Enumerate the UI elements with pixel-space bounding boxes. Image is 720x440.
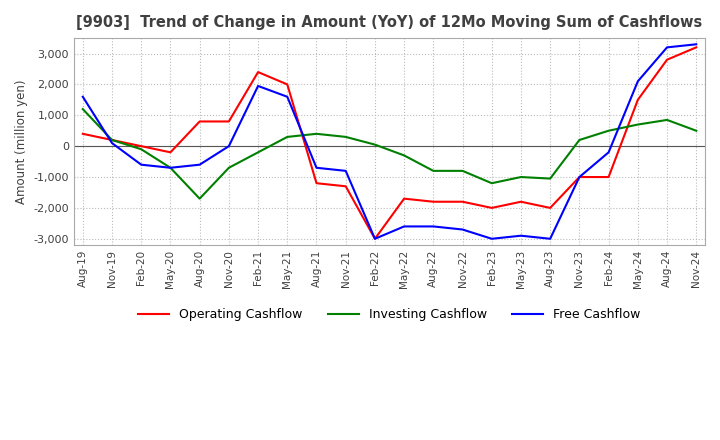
- Operating Cashflow: [137, 143, 145, 149]
- Operating Cashflow: [604, 174, 613, 180]
- Investing Cashflow: [517, 174, 526, 180]
- Investing Cashflow: [575, 137, 584, 143]
- Investing Cashflow: [253, 150, 262, 155]
- Operating Cashflow: [341, 183, 350, 189]
- Investing Cashflow: [78, 106, 87, 112]
- Free Cashflow: [487, 236, 496, 242]
- Investing Cashflow: [371, 142, 379, 147]
- Investing Cashflow: [400, 153, 408, 158]
- Free Cashflow: [108, 140, 117, 146]
- Operating Cashflow: [312, 180, 321, 186]
- Operating Cashflow: [634, 97, 642, 103]
- Line: Operating Cashflow: Operating Cashflow: [83, 48, 696, 239]
- Operating Cashflow: [429, 199, 438, 204]
- Operating Cashflow: [487, 205, 496, 211]
- Free Cashflow: [517, 233, 526, 238]
- Operating Cashflow: [692, 45, 701, 50]
- Investing Cashflow: [225, 165, 233, 170]
- Operating Cashflow: [371, 236, 379, 242]
- Operating Cashflow: [575, 174, 584, 180]
- Line: Investing Cashflow: Investing Cashflow: [83, 109, 696, 198]
- Investing Cashflow: [108, 137, 117, 143]
- Operating Cashflow: [517, 199, 526, 204]
- Free Cashflow: [575, 174, 584, 180]
- Investing Cashflow: [195, 196, 204, 201]
- Investing Cashflow: [137, 147, 145, 152]
- Free Cashflow: [429, 224, 438, 229]
- Operating Cashflow: [195, 119, 204, 124]
- Operating Cashflow: [400, 196, 408, 201]
- Title: [9903]  Trend of Change in Amount (YoY) of 12Mo Moving Sum of Cashflows: [9903] Trend of Change in Amount (YoY) o…: [76, 15, 703, 30]
- Investing Cashflow: [429, 168, 438, 173]
- Operating Cashflow: [225, 119, 233, 124]
- Investing Cashflow: [166, 165, 175, 170]
- Free Cashflow: [604, 150, 613, 155]
- Operating Cashflow: [108, 137, 117, 143]
- Operating Cashflow: [166, 150, 175, 155]
- Free Cashflow: [166, 165, 175, 170]
- Operating Cashflow: [283, 82, 292, 87]
- Operating Cashflow: [78, 131, 87, 136]
- Free Cashflow: [195, 162, 204, 167]
- Investing Cashflow: [604, 128, 613, 133]
- Free Cashflow: [662, 45, 671, 50]
- Operating Cashflow: [662, 57, 671, 62]
- Free Cashflow: [692, 42, 701, 47]
- Operating Cashflow: [458, 199, 467, 204]
- Free Cashflow: [458, 227, 467, 232]
- Free Cashflow: [253, 83, 262, 88]
- Free Cashflow: [225, 143, 233, 149]
- Operating Cashflow: [253, 70, 262, 75]
- Line: Free Cashflow: Free Cashflow: [83, 44, 696, 239]
- Investing Cashflow: [458, 168, 467, 173]
- Free Cashflow: [371, 236, 379, 242]
- Y-axis label: Amount (million yen): Amount (million yen): [15, 79, 28, 204]
- Investing Cashflow: [312, 131, 321, 136]
- Investing Cashflow: [341, 134, 350, 139]
- Free Cashflow: [78, 94, 87, 99]
- Investing Cashflow: [692, 128, 701, 133]
- Investing Cashflow: [283, 134, 292, 139]
- Free Cashflow: [546, 236, 554, 242]
- Free Cashflow: [312, 165, 321, 170]
- Free Cashflow: [283, 94, 292, 99]
- Operating Cashflow: [546, 205, 554, 211]
- Free Cashflow: [634, 79, 642, 84]
- Investing Cashflow: [546, 176, 554, 181]
- Free Cashflow: [137, 162, 145, 167]
- Free Cashflow: [341, 168, 350, 173]
- Investing Cashflow: [662, 117, 671, 123]
- Investing Cashflow: [487, 180, 496, 186]
- Legend: Operating Cashflow, Investing Cashflow, Free Cashflow: Operating Cashflow, Investing Cashflow, …: [133, 303, 646, 326]
- Investing Cashflow: [634, 122, 642, 127]
- Free Cashflow: [400, 224, 408, 229]
